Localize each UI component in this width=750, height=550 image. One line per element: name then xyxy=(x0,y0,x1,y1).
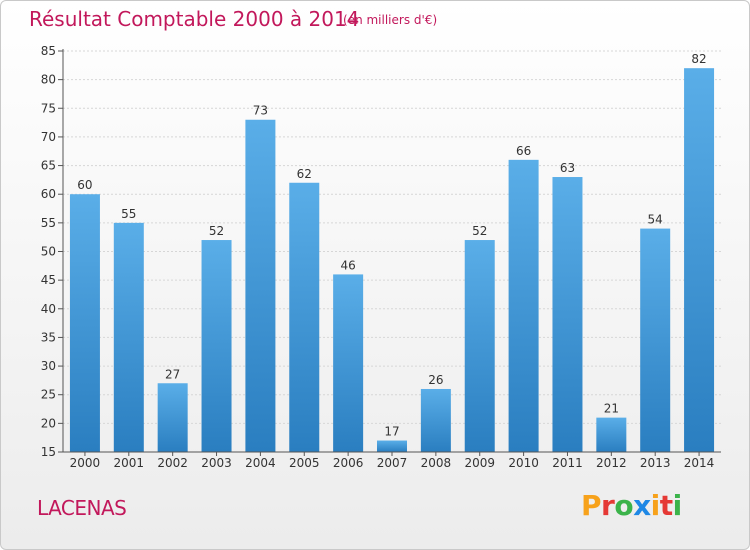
data-label-2009: 52 xyxy=(472,224,487,238)
x-tick-label-2007: 2007 xyxy=(377,456,408,470)
y-tick-label: 40 xyxy=(41,302,56,316)
y-tick-label: 25 xyxy=(41,388,56,402)
bar-2006 xyxy=(333,274,364,452)
x-tick-label-2004: 2004 xyxy=(245,456,276,470)
y-tick-label: 70 xyxy=(41,130,56,144)
data-label-2012: 21 xyxy=(604,402,619,416)
bar-2001 xyxy=(113,222,144,452)
y-tick-label: 45 xyxy=(41,273,56,287)
bar-2005 xyxy=(289,182,320,452)
x-tick-label-2005: 2005 xyxy=(289,456,320,470)
data-label-2000: 60 xyxy=(77,178,92,192)
data-label-2002: 27 xyxy=(165,367,180,381)
x-tick-label-2002: 2002 xyxy=(157,456,188,470)
data-label-2006: 46 xyxy=(340,258,355,272)
x-tick-label-2011: 2011 xyxy=(552,456,583,470)
y-tick-label: 55 xyxy=(41,216,56,230)
y-tick-label: 65 xyxy=(41,159,56,173)
x-tick-label-2001: 2001 xyxy=(114,456,145,470)
x-tick-label-2012: 2012 xyxy=(596,456,627,470)
y-tick-label: 60 xyxy=(41,187,56,201)
bar-2009 xyxy=(464,240,495,452)
commune-name: LACENAS xyxy=(37,496,127,520)
y-tick-label: 75 xyxy=(41,101,56,115)
data-label-2008: 26 xyxy=(428,373,443,387)
data-label-2004: 73 xyxy=(253,104,268,118)
data-label-2010: 66 xyxy=(516,144,531,158)
x-tick-label-2009: 2009 xyxy=(464,456,495,470)
y-tick-label: 20 xyxy=(41,416,56,430)
bar-2003 xyxy=(201,240,232,452)
x-tick-label-2010: 2010 xyxy=(508,456,539,470)
y-tick-label: 80 xyxy=(41,73,56,87)
bar-2000 xyxy=(69,194,100,452)
bar-2012 xyxy=(596,417,627,452)
x-tick-label-2008: 2008 xyxy=(421,456,452,470)
x-tick-label-2014: 2014 xyxy=(684,456,715,470)
bar-2004 xyxy=(245,119,276,452)
data-label-2007: 17 xyxy=(384,425,399,439)
bar-2011 xyxy=(552,177,583,452)
data-label-2014: 82 xyxy=(691,52,706,66)
y-tick-label: 15 xyxy=(41,445,56,459)
x-tick-label-2006: 2006 xyxy=(333,456,364,470)
data-label-2011: 63 xyxy=(560,161,575,175)
y-tick-label: 30 xyxy=(41,359,56,373)
x-tick-label-2000: 2000 xyxy=(70,456,101,470)
x-tick-label-2013: 2013 xyxy=(640,456,671,470)
data-label-2005: 62 xyxy=(297,167,312,181)
bar-2014 xyxy=(684,68,715,452)
bar-2008 xyxy=(420,388,451,452)
chart-subtitle: (en milliers d'€) xyxy=(343,13,438,27)
chart-title: Résultat Comptable 2000 à 2014 xyxy=(29,7,360,31)
data-label-2003: 52 xyxy=(209,224,224,238)
proxiti-logo[interactable]: Proxiti xyxy=(581,489,682,522)
data-label-2001: 55 xyxy=(121,207,136,221)
data-label-2013: 54 xyxy=(648,213,663,227)
y-tick-label: 50 xyxy=(41,245,56,259)
bar-2013 xyxy=(640,228,671,452)
y-tick-label: 35 xyxy=(41,330,56,344)
x-tick-label-2003: 2003 xyxy=(201,456,232,470)
bar-2010 xyxy=(508,159,539,453)
bar-2002 xyxy=(157,383,188,452)
y-tick-label: 85 xyxy=(41,44,56,58)
bar-2007 xyxy=(377,440,407,452)
